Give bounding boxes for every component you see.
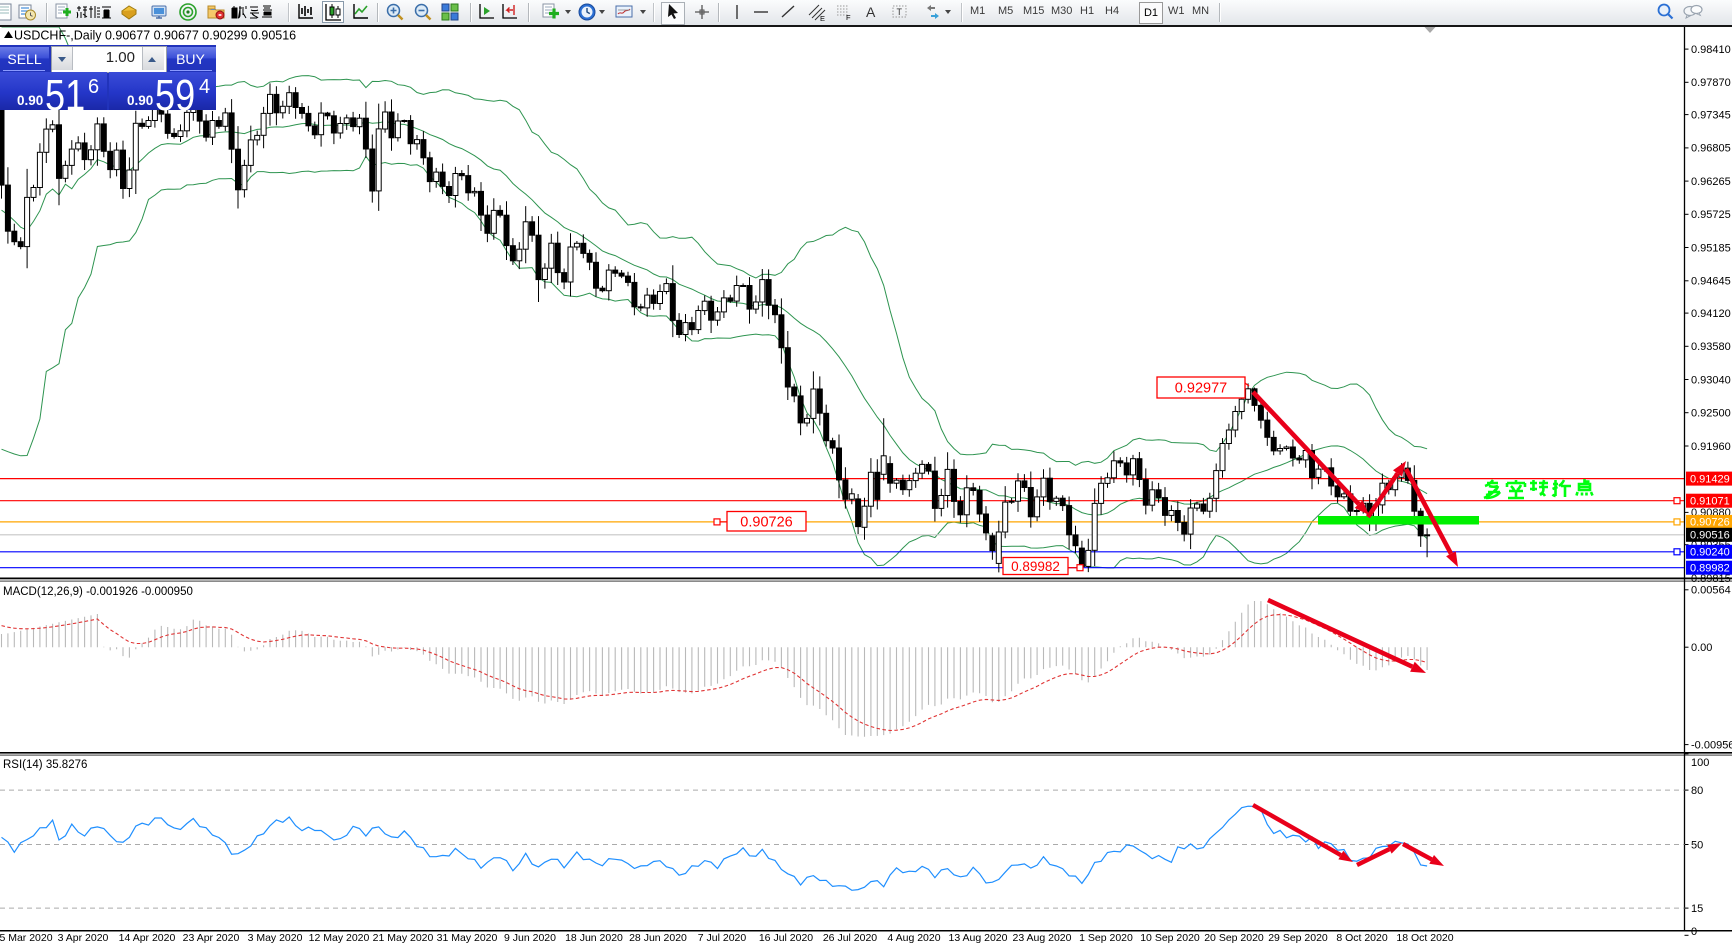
svg-text:0.95725: 0.95725 [1691,209,1731,221]
svg-text:0.94120: 0.94120 [1691,308,1731,320]
svg-text:RSI(14) 35.8276: RSI(14) 35.8276 [3,759,87,771]
svg-text:100: 100 [1691,757,1709,769]
svg-text:14 Apr 2020: 14 Apr 2020 [119,932,176,944]
svg-text:7 Jul 2020: 7 Jul 2020 [698,932,747,944]
svg-text:0.91071: 0.91071 [1690,496,1730,508]
svg-text:12 May 2020: 12 May 2020 [309,932,370,944]
svg-text:21 May 2020: 21 May 2020 [373,932,434,944]
svg-text:USDCHF-,Daily 0.90677 0.90677: USDCHF-,Daily 0.90677 0.90677 0.90299 0.… [14,29,296,43]
svg-text:MACD(12,26,9) -0.001926 -0.000: MACD(12,26,9) -0.001926 -0.000950 [3,586,193,598]
svg-text:0.00564: 0.00564 [1691,585,1731,597]
svg-text:0.97870: 0.97870 [1691,77,1731,89]
svg-text:8 Oct 2020: 8 Oct 2020 [1336,932,1388,944]
svg-text:0.91960: 0.91960 [1691,441,1731,453]
svg-text:20 Sep 2020: 20 Sep 2020 [1204,932,1264,944]
svg-text:16 Jul 2020: 16 Jul 2020 [759,932,813,944]
svg-text:0.91429: 0.91429 [1690,473,1730,485]
svg-text:3 Apr 2020: 3 Apr 2020 [58,932,109,944]
svg-text:0.96265: 0.96265 [1691,176,1731,188]
svg-text:26 Jul 2020: 26 Jul 2020 [823,932,877,944]
svg-text:0.89982: 0.89982 [1011,559,1060,574]
svg-text:1 Sep 2020: 1 Sep 2020 [1079,932,1133,944]
svg-text:-0.009565: -0.009565 [1691,739,1732,751]
svg-text:29 Sep 2020: 29 Sep 2020 [1268,932,1328,944]
svg-text:0.90726: 0.90726 [1690,517,1730,529]
svg-text:0.89982: 0.89982 [1690,563,1730,575]
svg-text:23 Apr 2020: 23 Apr 2020 [183,932,240,944]
svg-text:5 Mar 2020: 5 Mar 2020 [0,932,53,944]
svg-text:4 Aug 2020: 4 Aug 2020 [887,932,940,944]
svg-text:9 Jun 2020: 9 Jun 2020 [504,932,556,944]
svg-text:0.95185: 0.95185 [1691,242,1731,254]
svg-text:0.94645: 0.94645 [1691,276,1731,288]
svg-text:0.96805: 0.96805 [1691,143,1731,155]
svg-text:F: F [846,13,851,22]
svg-text:18 Jun 2020: 18 Jun 2020 [565,932,623,944]
svg-text:0.00: 0.00 [1691,642,1712,654]
svg-text:28 Jun 2020: 28 Jun 2020 [629,932,687,944]
svg-text:0.93040: 0.93040 [1691,374,1731,386]
svg-text:0.90516: 0.90516 [1690,530,1730,542]
svg-text:0.89815: 0.89815 [1691,573,1731,585]
svg-text:50: 50 [1691,839,1703,851]
svg-text:15: 15 [1691,903,1703,915]
svg-text:0.92500: 0.92500 [1691,408,1731,420]
svg-text:0.92977: 0.92977 [1175,381,1227,397]
svg-text:80: 80 [1691,785,1703,797]
svg-text:0.90240: 0.90240 [1690,547,1730,559]
svg-text:18 Oct 2020: 18 Oct 2020 [1396,932,1453,944]
svg-text:10 Sep 2020: 10 Sep 2020 [1140,932,1200,944]
svg-text:0.90726: 0.90726 [740,514,792,530]
svg-text:13 Aug 2020: 13 Aug 2020 [949,932,1008,944]
svg-text:0.93580: 0.93580 [1691,341,1731,353]
svg-text:31 May 2020: 31 May 2020 [437,932,498,944]
svg-text:T: T [897,7,903,17]
svg-text:E: E [820,14,825,22]
svg-text:0.98410: 0.98410 [1691,44,1731,56]
svg-text:23 Aug 2020: 23 Aug 2020 [1013,932,1072,944]
svg-text:3 May 2020: 3 May 2020 [248,932,303,944]
svg-text:0.97345: 0.97345 [1691,109,1731,121]
svg-text:0: 0 [1691,926,1697,938]
